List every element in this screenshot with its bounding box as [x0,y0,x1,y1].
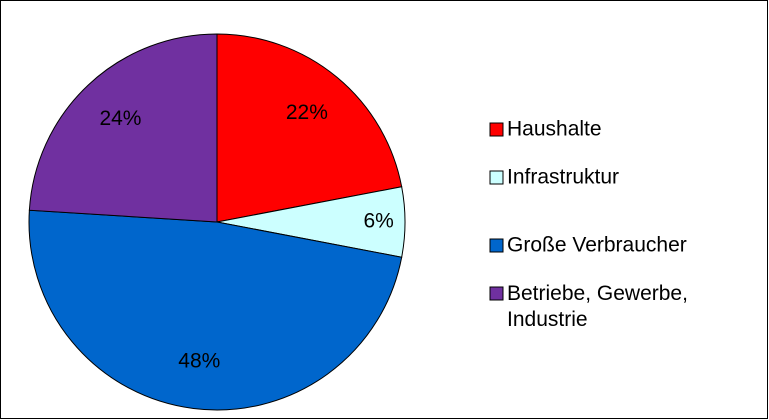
legend-label: Große Verbraucher [507,234,687,257]
pie-slice [28,33,218,223]
legend-swatch [489,286,504,301]
legend-label: Betriebe, Gewerbe, Industrie [507,282,688,331]
slice-label: 48% [178,349,220,372]
legend-line: Betriebe, Gewerbe, [507,282,688,305]
slice-label: 6% [364,210,394,233]
pie-slice [216,33,403,223]
pie-slice [28,209,403,411]
legend-label: Haushalte [507,118,602,141]
legend-swatch [489,238,504,253]
slice-label: 24% [99,107,141,130]
legend-swatch [489,122,504,137]
slice-label: 22% [286,101,328,124]
legend-line: Industrie [507,308,588,331]
legend-swatch [489,170,504,185]
legend-label: Infrastruktur [507,166,619,189]
